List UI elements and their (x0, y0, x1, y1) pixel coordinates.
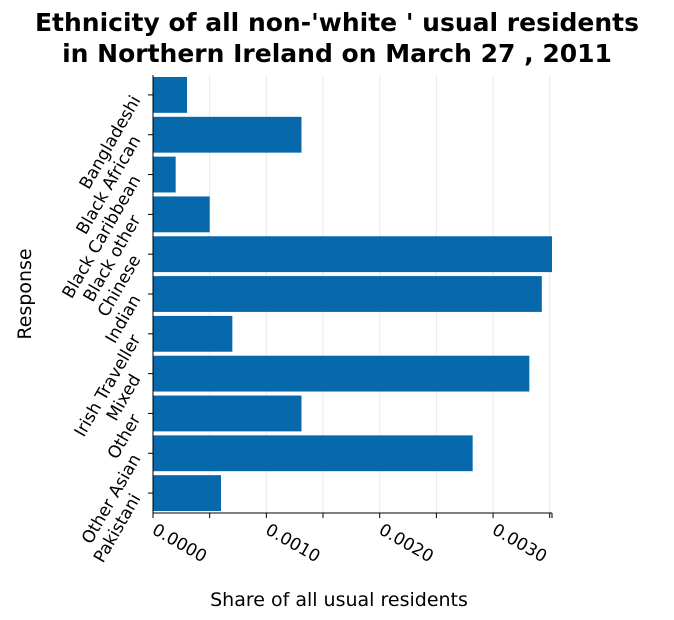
x-tick-label: 0.0030 (489, 520, 551, 567)
bar (153, 196, 210, 233)
bar (153, 475, 222, 512)
chart-title-line-1: Ethnicity of all non-'white ' usual resi… (35, 8, 639, 37)
x-tick-label: 0.0020 (375, 520, 437, 567)
bar (153, 395, 302, 432)
bar (153, 116, 302, 153)
bar (153, 276, 542, 312)
bar (153, 156, 176, 193)
bar (153, 435, 473, 472)
bar (153, 236, 552, 273)
x-axis-label: Share of all usual residents (210, 589, 468, 611)
x-tick-label: 0.0010 (262, 520, 324, 567)
bar (153, 76, 188, 113)
bar (153, 355, 530, 392)
y-axis-label: Response (14, 248, 36, 339)
x-axis-ticks: 0.0000 0.0010 0.0020 0.0030 (149, 513, 553, 567)
bars (153, 76, 552, 512)
x-tick-label: 0.0000 (149, 520, 211, 567)
chart-title-line-2: in Northern Ireland on March 27 , 2011 (62, 39, 612, 68)
bar (153, 315, 233, 352)
